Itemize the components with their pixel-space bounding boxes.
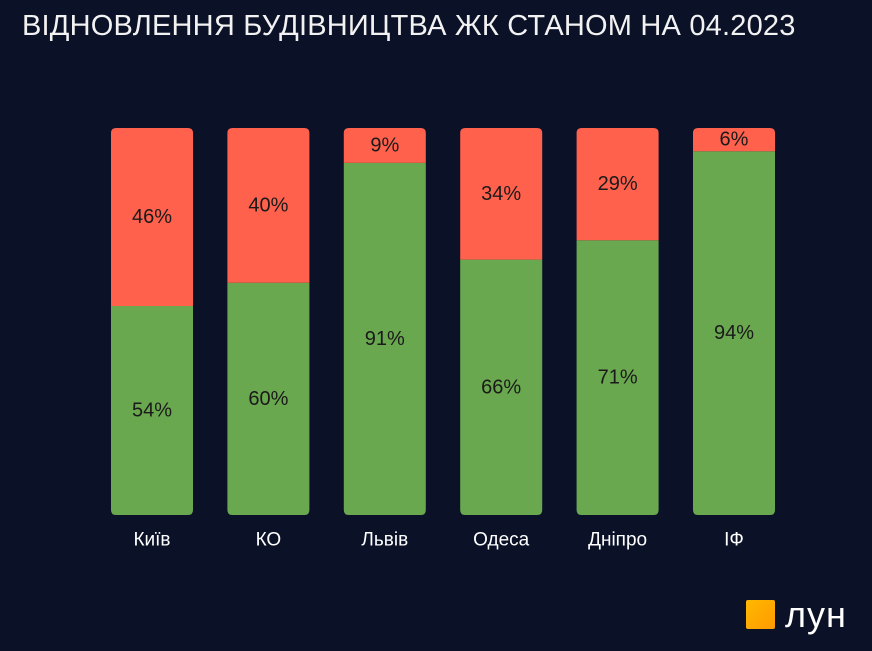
data-label: 34% xyxy=(481,183,521,205)
bar-group: 60% 40% КО xyxy=(227,128,310,551)
logo: лун xyxy=(746,594,847,635)
category-label: Львів xyxy=(361,530,408,551)
bar-segment-not-restored xyxy=(693,128,775,152)
bar-group: 91% 9% Львів xyxy=(343,128,426,551)
category-label: Київ xyxy=(133,530,170,551)
bar-segment-not-restored xyxy=(343,128,426,163)
bar-segment-restored xyxy=(227,282,310,515)
bar-group: 54% 46% Київ xyxy=(111,128,193,551)
data-label: 71% xyxy=(598,367,638,389)
data-label: 46% xyxy=(132,206,172,228)
logo-text: лун xyxy=(785,594,847,635)
data-label: 29% xyxy=(598,173,638,195)
bar-group: 71% 29% Дніпро xyxy=(576,128,659,551)
bar-segment-restored xyxy=(693,151,775,515)
category-label: КО xyxy=(256,530,282,551)
bar-segment-restored xyxy=(111,306,193,515)
bar-segment-not-restored xyxy=(227,128,310,283)
category-label: ІФ xyxy=(724,530,744,551)
data-label: 6% xyxy=(720,129,749,151)
bar-segment-not-restored xyxy=(460,128,543,260)
data-label: 60% xyxy=(248,388,288,410)
bar-segment-not-restored xyxy=(111,128,193,307)
bar-group: 66% 34% Одеса xyxy=(460,128,543,551)
bar-segment-not-restored xyxy=(576,128,659,241)
bar-group: 94% 6% ІФ xyxy=(693,128,775,551)
bar-segment-restored xyxy=(343,162,426,515)
data-label: 54% xyxy=(132,400,172,422)
data-label: 40% xyxy=(248,194,288,216)
data-label: 66% xyxy=(481,376,521,398)
bar-segment-restored xyxy=(460,259,543,515)
chart-title: ВІДНОВЛЕННЯ БУДІВНИЦТВА ЖК СТАНОМ НА 04.… xyxy=(22,10,796,42)
data-label: 91% xyxy=(365,328,405,350)
data-label: 94% xyxy=(714,322,754,344)
data-label: 9% xyxy=(370,134,399,156)
bar-segment-restored xyxy=(576,240,659,516)
logo-square-icon xyxy=(746,600,775,629)
category-label: Дніпро xyxy=(588,530,647,551)
category-label: Одеса xyxy=(473,530,530,551)
